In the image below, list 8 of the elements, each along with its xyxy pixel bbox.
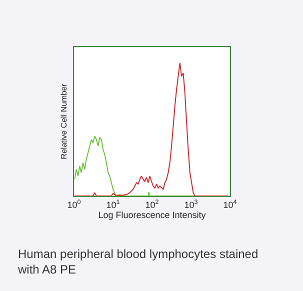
text: Human peripheral blood lymphocytes stained with A8 PE bbox=[17, 247, 258, 277]
x-tick-label: 10$^{3}$ bbox=[184, 199, 198, 210]
x-tick-label: 10$^{0}$ bbox=[67, 199, 82, 210]
x-tick-label: 10$^{1}$ bbox=[106, 199, 120, 210]
x-tick-label: 10$^{4}$ bbox=[223, 199, 238, 210]
y-axis-title: Relative Cell Number bbox=[60, 83, 69, 160]
x-axis-title: Log Fluorescence Intensity bbox=[98, 210, 206, 220]
x-tick-label: 10$^{2}$ bbox=[145, 199, 160, 210]
